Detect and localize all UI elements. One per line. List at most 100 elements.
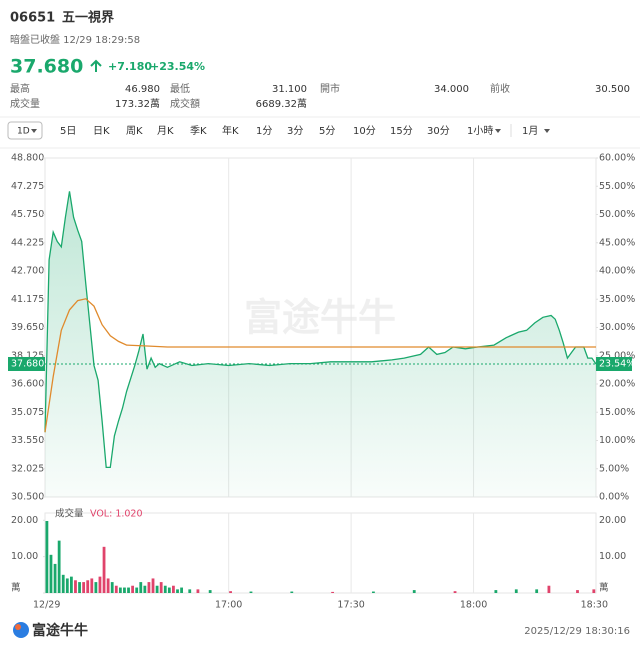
y2-tick-label: 25.00% — [599, 350, 635, 361]
volume-bar — [453, 591, 457, 593]
stat-label: 開市 — [320, 82, 340, 95]
up-arrow — [90, 59, 102, 72]
y-tick-label: 30.500 — [11, 492, 44, 503]
last-pct-box — [596, 356, 632, 371]
tab[interactable]: 1小時 — [467, 125, 493, 137]
y2-tick-label: 55.00% — [599, 181, 635, 192]
tab[interactable]: 10分 — [353, 125, 376, 137]
tab[interactable]: 15分 — [390, 125, 413, 137]
tab[interactable]: 3分 — [287, 125, 303, 137]
y-tick-label: 42.700 — [11, 266, 44, 277]
vol-y2-tick-label: 10.00 — [599, 551, 626, 562]
watermark: 富途牛牛 — [244, 296, 396, 340]
volume-bar — [57, 540, 61, 593]
x-tick-label: 18:30 — [581, 600, 608, 611]
vol-y2-tick-label: 20.00 — [599, 515, 626, 526]
y2-tick-label: 15.00% — [599, 407, 635, 418]
volume-bar — [118, 587, 122, 593]
volume-bar — [65, 578, 69, 593]
y-tick-label: 33.550 — [11, 435, 44, 446]
tab[interactable]: 月K — [157, 125, 174, 137]
volume-bar — [576, 590, 579, 593]
stat-value: 46.980 — [125, 84, 160, 95]
tab[interactable]: 5日 — [60, 126, 76, 137]
stat-label: 成交量 — [10, 97, 40, 110]
volume-bar — [102, 546, 106, 593]
volume-bar — [114, 585, 118, 593]
price-line — [44, 191, 597, 469]
tab[interactable]: 1月 — [522, 125, 538, 137]
stat-value: 30.500 — [595, 84, 630, 95]
volume-bar — [180, 587, 183, 593]
volume-bar — [49, 554, 53, 593]
stock-name: 五一視界 — [62, 10, 114, 26]
volume-bar — [592, 589, 596, 593]
volume-bar — [159, 582, 163, 593]
price: 37.680 — [10, 56, 83, 78]
stat-label: 最高 — [10, 82, 30, 95]
volume-bar — [110, 582, 114, 593]
volume-bar — [123, 587, 126, 593]
y2-tick-label: 35.00% — [599, 294, 635, 305]
volume-bar — [74, 580, 77, 593]
tab[interactable]: 周K — [126, 125, 143, 137]
y2-tick-label: 5.00% — [599, 463, 629, 474]
volume-bar — [139, 582, 143, 593]
volume-bar — [290, 591, 294, 593]
y2-tick-label: 20.00% — [599, 379, 635, 390]
tab-active-box — [7, 121, 43, 140]
y2-tick-label: 40.00% — [599, 266, 635, 277]
volume-bar — [176, 589, 179, 593]
stat-label: 最低 — [170, 82, 190, 95]
tab[interactable]: 年K — [222, 124, 239, 137]
y-tick-label: 44.225 — [11, 237, 44, 248]
volume-bar — [98, 576, 102, 593]
dropdown-arrow — [495, 129, 501, 133]
volume-bar — [127, 587, 130, 593]
x-tick-label: 17:00 — [215, 600, 242, 611]
tab[interactable]: 日K — [93, 126, 110, 137]
y2-tick-label: 45.00% — [599, 237, 635, 248]
dropdown-arrow — [31, 129, 37, 133]
volume-bar — [131, 585, 135, 593]
tab[interactable]: 30分 — [427, 125, 450, 137]
volume-bar — [372, 591, 375, 593]
y-tick-label: 36.600 — [11, 379, 44, 390]
tab[interactable]: 1D — [17, 127, 30, 137]
change: +7.180 — [108, 60, 152, 73]
y2-tick-label: 10.00% — [599, 435, 635, 446]
y-tick-label: 39.650 — [11, 322, 44, 333]
last-price-label: 37.680 — [11, 358, 44, 369]
volume-bar — [547, 585, 551, 593]
volume-last: VOL: 1.020 — [90, 509, 143, 520]
volume-title: 成交量 — [55, 508, 84, 520]
dropdown-arrow — [544, 129, 550, 133]
volume-bar — [61, 574, 65, 593]
vol-y-tick-label: 20.00 — [11, 515, 38, 526]
x-tick-label: 18:00 — [460, 600, 487, 611]
stock-code: 06651 — [10, 11, 55, 26]
x-tick-label: 17:30 — [337, 600, 364, 611]
price-area — [45, 191, 596, 498]
volume-bar — [229, 591, 232, 593]
tab[interactable]: 5分 — [319, 125, 335, 137]
logo-icon — [13, 622, 29, 638]
stat-value: 173.32萬 — [115, 97, 160, 110]
stat-value: 31.100 — [272, 84, 307, 95]
tab[interactable]: 1分 — [256, 125, 272, 137]
volume-bar — [135, 587, 139, 593]
volume-bar — [155, 585, 159, 593]
volume-bar — [196, 589, 200, 593]
logo-icon — [15, 624, 21, 630]
last-price-box — [8, 356, 45, 371]
volume-bar — [514, 589, 518, 593]
timestamp: 2025/12/29 18:30:16 — [524, 626, 630, 637]
y-tick-label: 48.800 — [11, 153, 44, 164]
change-pct: +23.54% — [150, 60, 205, 73]
tab[interactable]: 季K — [190, 125, 207, 137]
volume-bar — [78, 582, 81, 593]
y-tick-label: 45.750 — [11, 209, 44, 220]
volume-bar — [188, 589, 192, 593]
y-tick-label: 47.275 — [11, 181, 44, 192]
